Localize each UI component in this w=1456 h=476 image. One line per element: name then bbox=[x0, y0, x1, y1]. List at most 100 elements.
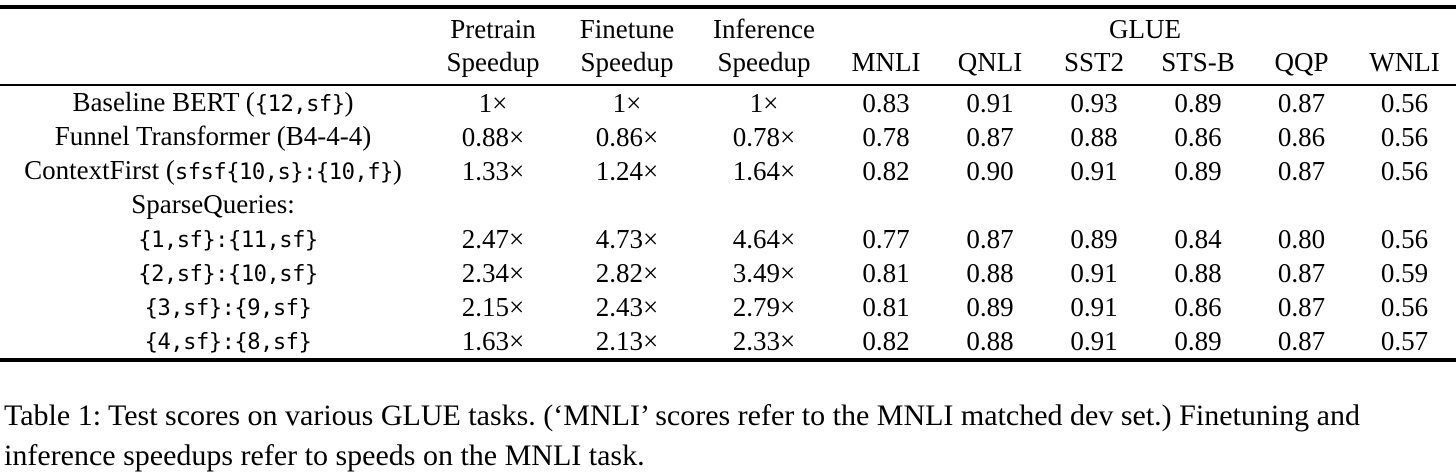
cell-finetune-speedup: 1× bbox=[612, 88, 642, 118]
table-row-sparsequeries-heading: SparseQueries: bbox=[0, 188, 1456, 222]
row-label: SparseQueries: bbox=[0, 188, 426, 222]
table-row-baseline-bert: Baseline BERT ({12,sf}) 1× 1× 1× 0.83 0.… bbox=[0, 85, 1456, 120]
cell-mnli: 0.82 bbox=[862, 326, 910, 356]
row-label-code: sfsf{10,s}:{10,f} bbox=[174, 159, 393, 185]
cell-stsb: 0.89 bbox=[1174, 326, 1222, 356]
header-label-spacer bbox=[0, 46, 426, 85]
cell-mnli: 0.81 bbox=[862, 258, 910, 288]
cell-wnli: 0.57 bbox=[1380, 326, 1429, 356]
cell-qnli: 0.88 bbox=[966, 326, 1014, 356]
table-row-contextfirst: ContextFirst (sfsf{10,s}:{10,f}) 1.33× 1… bbox=[0, 154, 1456, 188]
cell-finetune-speedup: 1.24× bbox=[595, 156, 659, 186]
cell-pretrain-speedup: 1.63× bbox=[461, 326, 525, 356]
cell-sst2: 0.89 bbox=[1070, 224, 1118, 254]
cell-qnli: 0.90 bbox=[966, 156, 1014, 186]
cell-qnli: 0.91 bbox=[966, 88, 1014, 118]
cell-mnli: 0.82 bbox=[862, 156, 910, 186]
header-glue-group: GLUE bbox=[1109, 14, 1182, 44]
cell-finetune-speedup: 2.13× bbox=[595, 326, 659, 356]
cell-qqp: 0.80 bbox=[1277, 224, 1326, 254]
row-label-code: {1,sf}:{11,sf} bbox=[138, 227, 318, 253]
header-col-qqp: QQP bbox=[1274, 47, 1329, 77]
header-finetune-speedup: Speedup bbox=[580, 47, 674, 77]
cell-wnli: 0.59 bbox=[1380, 258, 1429, 288]
row-label: Baseline BERT ({12,sf}) bbox=[0, 85, 426, 120]
cell-finetune-speedup bbox=[560, 188, 694, 222]
cell-qqp: 0.87 bbox=[1277, 326, 1326, 356]
cell-stsb bbox=[1146, 188, 1250, 222]
cell-qqp: 0.87 bbox=[1277, 258, 1326, 288]
cell-pretrain-speedup: 2.15× bbox=[461, 292, 525, 322]
cell-stsb: 0.89 bbox=[1174, 88, 1222, 118]
row-label: {4,sf}:{8,sf} bbox=[0, 324, 426, 360]
row-label-text: Baseline BERT ( bbox=[72, 87, 255, 117]
cell-wnli: 0.56 bbox=[1380, 156, 1429, 186]
table-row-sparse-2-10: {2,sf}:{10,sf} 2.34× 2.82× 3.49× 0.81 0.… bbox=[0, 256, 1456, 290]
header-row-2: Speedup Speedup Speedup MNLI QNLI SST2 S… bbox=[0, 46, 1456, 85]
header-finetune: Finetune bbox=[579, 14, 675, 44]
cell-pretrain-speedup bbox=[426, 188, 560, 222]
cell-inference-speedup: 0.78× bbox=[732, 122, 796, 152]
cell-inference-speedup: 2.33× bbox=[732, 326, 796, 356]
header-inference-speedup: Speedup bbox=[717, 47, 811, 77]
cell-wnli bbox=[1353, 188, 1456, 222]
cell-qqp: 0.87 bbox=[1277, 292, 1326, 322]
row-label: {3,sf}:{9,sf} bbox=[0, 290, 426, 324]
header-inference: Inference bbox=[713, 14, 815, 44]
cell-finetune-speedup: 2.43× bbox=[595, 292, 659, 322]
cell-qqp bbox=[1250, 188, 1353, 222]
header-col-sst2: SST2 bbox=[1063, 47, 1125, 77]
header-col-stsb: STS-B bbox=[1161, 47, 1235, 77]
row-label: Funnel Transformer (B4-4-4) bbox=[0, 120, 426, 154]
cell-pretrain-speedup: 0.88× bbox=[461, 122, 525, 152]
cell-stsb: 0.84 bbox=[1174, 224, 1222, 254]
cell-inference-speedup: 4.64× bbox=[732, 224, 796, 254]
cell-finetune-speedup: 2.82× bbox=[595, 258, 659, 288]
header-row-1: Pretrain Finetune Inference GLUE bbox=[0, 7, 1456, 46]
cell-sst2 bbox=[1042, 188, 1146, 222]
table-row-sparse-4-8: {4,sf}:{8,sf} 1.63× 2.13× 2.33× 0.82 0.8… bbox=[0, 324, 1456, 360]
cell-pretrain-speedup: 2.34× bbox=[461, 258, 525, 288]
cell-pretrain-speedup: 1.33× bbox=[461, 156, 525, 186]
row-label-code: {2,sf}:{10,sf} bbox=[138, 261, 318, 287]
row-label: ContextFirst (sfsf{10,s}:{10,f}) bbox=[0, 154, 426, 188]
header-col-mnli: MNLI bbox=[851, 47, 921, 77]
cell-stsb: 0.89 bbox=[1174, 156, 1222, 186]
cell-qqp: 0.86 bbox=[1277, 122, 1326, 152]
cell-qnli: 0.89 bbox=[966, 292, 1014, 322]
cell-sst2: 0.93 bbox=[1070, 88, 1118, 118]
cell-mnli: 0.78 bbox=[862, 122, 910, 152]
cell-mnli bbox=[834, 188, 938, 222]
cell-mnli: 0.77 bbox=[862, 224, 910, 254]
table-body: Baseline BERT ({12,sf}) 1× 1× 1× 0.83 0.… bbox=[0, 85, 1456, 360]
row-label-code: {12,sf} bbox=[254, 91, 345, 117]
cell-inference-speedup bbox=[694, 188, 834, 222]
row-label-suffix: ) bbox=[344, 87, 354, 117]
header-col-qnli: QNLI bbox=[957, 47, 1023, 77]
cell-sst2: 0.88 bbox=[1070, 122, 1118, 152]
table-caption: Table 1: Test scores on various GLUE tas… bbox=[4, 399, 1360, 472]
cell-finetune-speedup: 0.86× bbox=[595, 122, 659, 152]
table-header: Pretrain Finetune Inference GLUE Speedup… bbox=[0, 7, 1456, 85]
cell-mnli: 0.83 bbox=[862, 88, 910, 118]
results-table: Pretrain Finetune Inference GLUE Speedup… bbox=[0, 5, 1456, 362]
row-label: {2,sf}:{10,sf} bbox=[0, 256, 426, 290]
header-label-spacer bbox=[0, 7, 426, 46]
cell-stsb: 0.86 bbox=[1174, 292, 1222, 322]
cell-inference-speedup: 1.64× bbox=[732, 156, 796, 186]
row-label-text: Funnel Transformer (B4-4-4) bbox=[54, 121, 372, 151]
row-label-text: SparseQueries: bbox=[131, 189, 295, 219]
cell-qqp: 0.87 bbox=[1277, 156, 1326, 186]
table-row-sparse-3-9: {3,sf}:{9,sf} 2.15× 2.43× 2.79× 0.81 0.8… bbox=[0, 290, 1456, 324]
cell-qqp: 0.87 bbox=[1277, 88, 1326, 118]
table-row-sparse-1-11: {1,sf}:{11,sf} 2.47× 4.73× 4.64× 0.77 0.… bbox=[0, 222, 1456, 256]
row-label-code: {4,sf}:{8,sf} bbox=[144, 329, 312, 355]
row-label-code: {3,sf}:{9,sf} bbox=[144, 295, 312, 321]
cell-qnli: 0.88 bbox=[966, 258, 1014, 288]
cell-sst2: 0.91 bbox=[1070, 258, 1118, 288]
cell-inference-speedup: 3.49× bbox=[732, 258, 796, 288]
cell-wnli: 0.56 bbox=[1380, 292, 1429, 322]
cell-pretrain-speedup: 1× bbox=[478, 88, 508, 118]
cell-pretrain-speedup: 2.47× bbox=[461, 224, 525, 254]
